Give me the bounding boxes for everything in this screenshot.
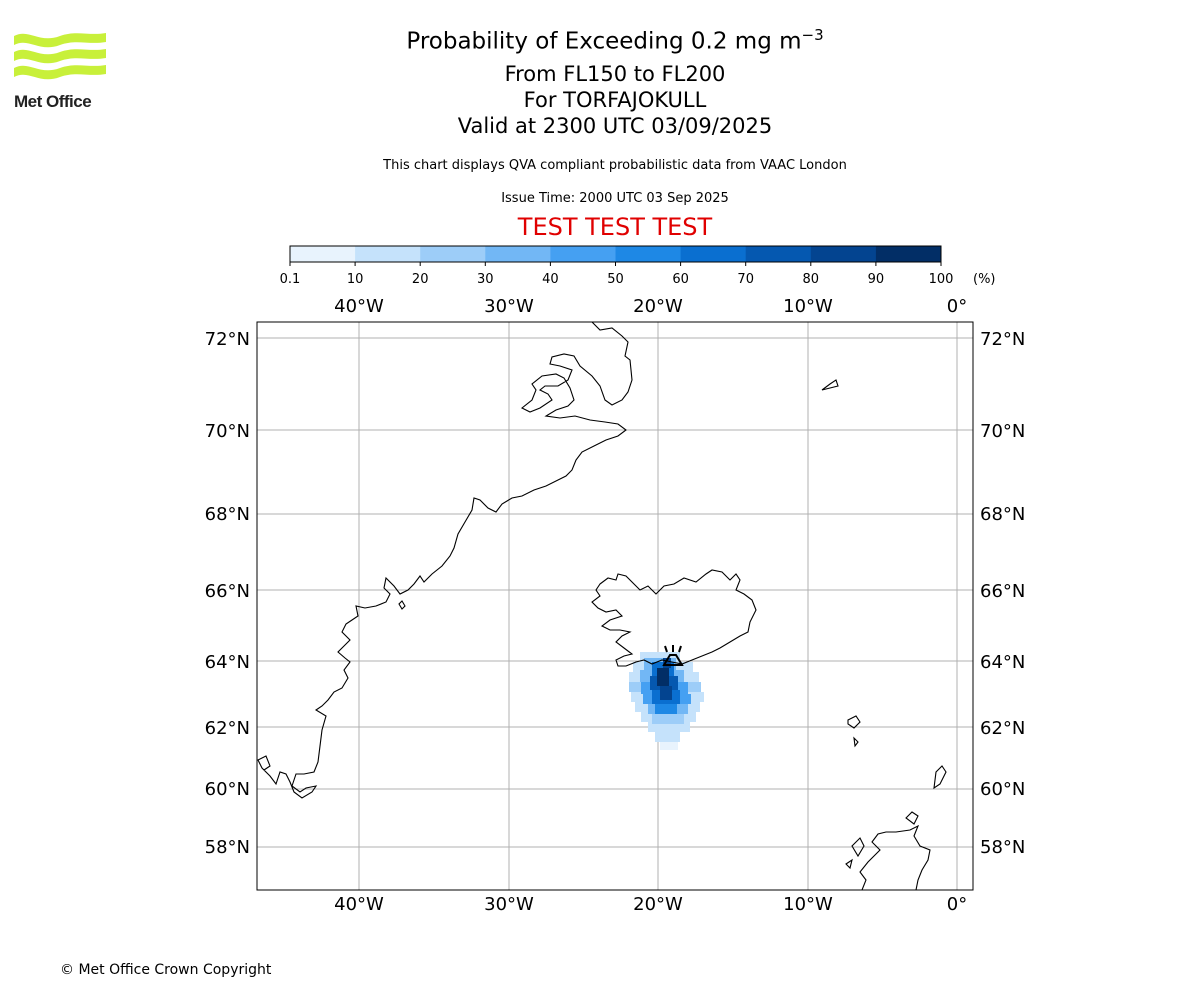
lat-label-64n: 64°N — [205, 652, 250, 673]
lat-label-68n: 68°N — [205, 504, 250, 525]
orkney-coastline — [905, 811, 919, 825]
plume-cell — [655, 732, 680, 742]
probability-colorbar: 0.1 10 20 30 40 50 60 70 80 90 100 (%) — [280, 245, 996, 287]
plume-cell — [663, 658, 671, 668]
greenland-coastline — [257, 321, 633, 799]
lon-label-0: 0° — [947, 296, 967, 317]
faroe-islands-coastline — [847, 715, 861, 748]
test-banner: TEST TEST TEST — [517, 213, 713, 241]
chart-title: Probability of Exceeding 0.2 mg m−3 — [265, 26, 965, 55]
plume-cell — [657, 668, 669, 686]
hebrides-coastline — [845, 837, 865, 870]
lat-label-58n: 58°N — [205, 837, 250, 858]
lat-labels-left: 72°N 70°N 68°N 66°N 64°N 62°N 60°N 58°N — [205, 329, 250, 858]
colorbar-tick-label: 70 — [737, 272, 754, 287]
iceland-coastline — [591, 569, 757, 667]
lat-label-60n: 60°N — [980, 779, 1025, 800]
chart-title-text: Probability of Exceeding 0.2 mg m — [406, 28, 802, 55]
plume-cell — [655, 704, 677, 714]
lon-label-40w: 40°W — [334, 894, 384, 915]
disclaimer-text: This chart displays QVA compliant probab… — [383, 158, 847, 173]
met-office-logo — [14, 30, 106, 92]
lat-label-62n: 62°N — [205, 718, 250, 739]
colorbar-tick-label: 90 — [868, 272, 885, 287]
ash-probability-map: 40°W 30°W 20°W 10°W 0° 40°W 30°W 20°W 10… — [205, 296, 1026, 915]
colorbar-tick-label: 100 — [929, 272, 954, 287]
colorbar-cell — [420, 246, 486, 262]
colorbar-tick-label: 30 — [477, 272, 494, 287]
lon-label-20w: 20°W — [633, 296, 683, 317]
colorbar-cell — [875, 246, 942, 262]
map-frame — [256, 321, 974, 891]
lat-label-70n: 70°N — [980, 421, 1025, 442]
lon-label-0: 0° — [947, 894, 967, 915]
issue-time: Issue Time: 2000 UTC 03 Sep 2025 — [501, 191, 729, 206]
colorbar-tick-label: 0.1 — [280, 272, 301, 287]
jan-mayen-coastline — [821, 379, 839, 391]
valid-time: Valid at 2300 UTC 03/09/2025 — [457, 114, 773, 138]
lat-labels-right: 72°N 70°N 68°N 66°N 64°N 62°N 60°N 58°N — [980, 329, 1025, 858]
colorbar-tick-label: 10 — [347, 272, 364, 287]
colorbar-cell — [810, 246, 877, 262]
colorbar-cell — [485, 246, 551, 262]
volcano-name: For TORFAJOKULL — [523, 88, 707, 112]
colorbar-cell — [290, 246, 356, 262]
colorbar-tick-label: 20 — [412, 272, 429, 287]
coastlines — [257, 321, 947, 891]
scotland-coastline — [859, 824, 931, 891]
lat-label-68n: 68°N — [980, 504, 1025, 525]
colorbar-cell — [615, 246, 682, 262]
colorbar-cell — [355, 246, 421, 262]
lat-label-66n: 66°N — [980, 581, 1025, 602]
plume-cell — [660, 686, 672, 700]
lon-labels-bottom: 40°W 30°W 20°W 10°W 0° — [334, 894, 967, 915]
volcano-icon — [662, 645, 684, 666]
lat-label-72n: 72°N — [980, 329, 1025, 350]
lon-label-10w: 10°W — [783, 296, 833, 317]
colorbar-cell — [745, 246, 812, 262]
colorbar-tick-label: 40 — [542, 272, 559, 287]
flight-level-range: From FL150 to FL200 — [504, 62, 726, 86]
lat-label-72n: 72°N — [205, 329, 250, 350]
ash-plume — [629, 652, 704, 750]
lon-label-10w: 10°W — [783, 894, 833, 915]
shetland-coastline — [933, 765, 947, 790]
greenland-inlet — [398, 600, 406, 610]
logo-waves-icon — [14, 33, 106, 80]
lon-labels-top: 40°W 30°W 20°W 10°W 0° — [334, 296, 967, 317]
colorbar-tick-label: 80 — [803, 272, 820, 287]
lat-label-66n: 66°N — [205, 581, 250, 602]
lat-label-64n: 64°N — [980, 652, 1025, 673]
colorbar-cell — [550, 246, 616, 262]
lat-label-70n: 70°N — [205, 421, 250, 442]
lat-label-62n: 62°N — [980, 718, 1025, 739]
plume-cell — [660, 742, 678, 750]
logo-wordmark: Met Office — [14, 92, 92, 111]
lat-label-60n: 60°N — [205, 779, 250, 800]
copyright-notice: © Met Office Crown Copyright — [60, 962, 272, 978]
plume-cell — [652, 714, 684, 724]
colorbar-cell — [680, 246, 747, 262]
colorbar-tick-label: 50 — [607, 272, 624, 287]
plume-cell — [640, 652, 680, 662]
plume-cell — [648, 722, 690, 732]
lon-label-40w: 40°W — [334, 296, 384, 317]
lon-label-20w: 20°W — [633, 894, 683, 915]
chart-title-superscript: −3 — [801, 26, 824, 44]
colorbar-tick-label: 60 — [672, 272, 689, 287]
map-gridlines — [257, 322, 973, 890]
lon-label-30w: 30°W — [484, 296, 534, 317]
lon-label-30w: 30°W — [484, 894, 534, 915]
colorbar-unit-label: (%) — [973, 272, 996, 287]
lat-label-58n: 58°N — [980, 837, 1025, 858]
